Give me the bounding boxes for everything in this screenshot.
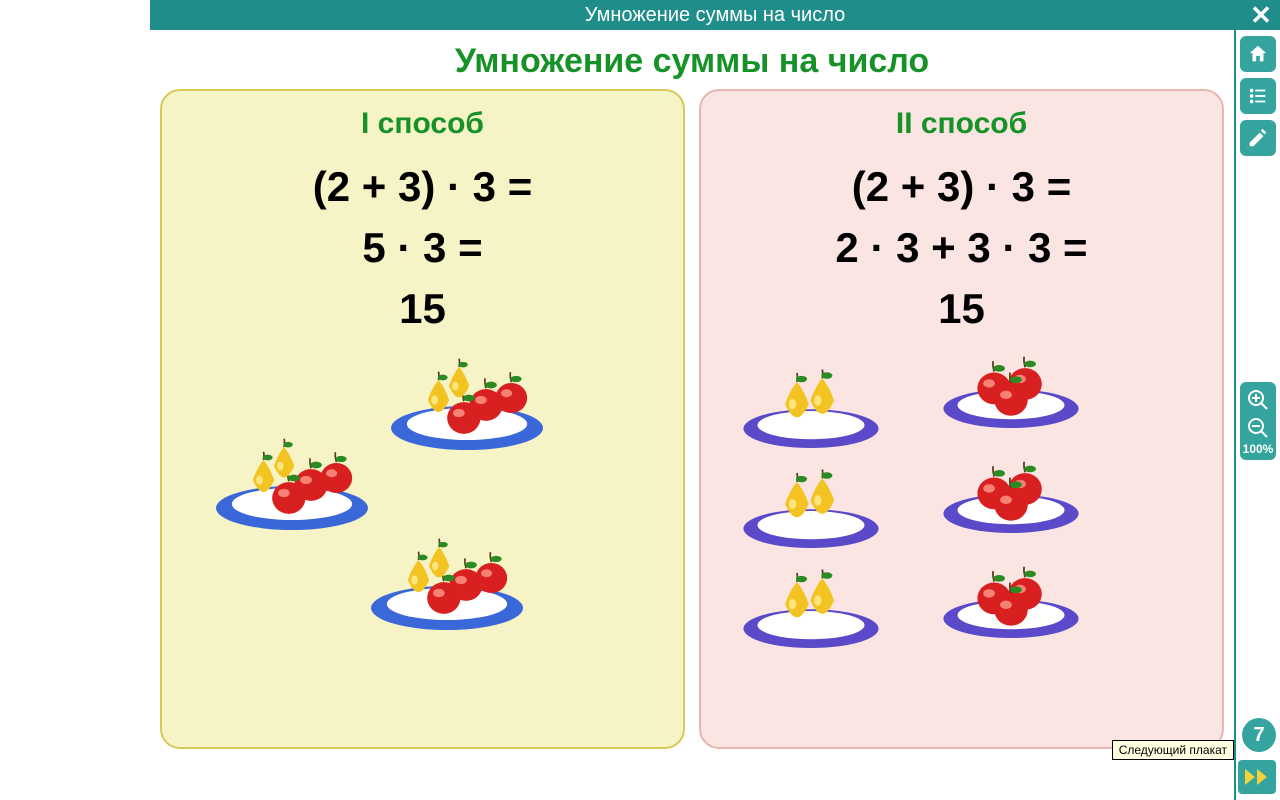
list-button[interactable] [1240,78,1276,114]
titlebar: Умножение суммы на число ✕ [150,0,1280,30]
pencil-button[interactable] [1240,120,1276,156]
fruit-plate [197,430,387,530]
pear-plate [731,560,891,648]
panel-method-1: I способ (2 + 3) · 3 = 5 · 3 = 15 [160,89,685,749]
panel-method-2: II способ (2 + 3) · 3 = 2 · 3 + 3 · 3 = … [699,89,1224,749]
close-icon[interactable]: ✕ [1246,0,1276,30]
home-icon [1247,43,1269,65]
pencil-icon [1247,127,1269,149]
fruit-illustration-left [162,340,683,747]
tooltip: Следующий плакат [1112,740,1234,760]
eq-line: 15 [835,279,1087,340]
method-2-title: II способ [896,107,1027,141]
panels-row: I способ (2 + 3) · 3 = 5 · 3 = 15 [150,89,1234,749]
apple-plate [931,445,1091,533]
method-1-title: I способ [361,107,484,141]
eq-line: (2 + 3) · 3 = [313,157,532,218]
zoom-level: 100% [1243,442,1274,456]
zoom-out-icon[interactable] [1246,416,1270,440]
titlebar-text: Умножение суммы на число [585,4,845,26]
method-2-equation: (2 + 3) · 3 = 2 · 3 + 3 · 3 = 15 [835,157,1087,340]
method-1-equation: (2 + 3) · 3 = 5 · 3 = 15 [313,157,532,340]
fruit-plate [352,530,542,630]
eq-line: 15 [313,279,532,340]
page-title: Умножение суммы на число [150,30,1234,89]
eq-line: (2 + 3) · 3 = [835,157,1087,218]
apple-plate [931,340,1091,428]
next-button[interactable] [1238,760,1276,794]
fruit-plate [372,350,562,450]
sidebar: 100% [1234,30,1280,800]
zoom-in-icon[interactable] [1246,388,1270,412]
pear-plate [731,460,891,548]
eq-line: 2 · 3 + 3 · 3 = [835,218,1087,279]
eq-line: 5 · 3 = [313,218,532,279]
content-area: Умножение суммы на число I способ (2 + 3… [150,30,1234,760]
list-icon [1247,85,1269,107]
fruit-illustration-right [701,340,1222,747]
apple-plate [931,550,1091,638]
page-number-badge: 7 [1242,718,1276,752]
zoom-controls: 100% [1240,382,1276,460]
home-button[interactable] [1240,36,1276,72]
next-icon [1243,765,1271,789]
pear-plate [731,360,891,448]
